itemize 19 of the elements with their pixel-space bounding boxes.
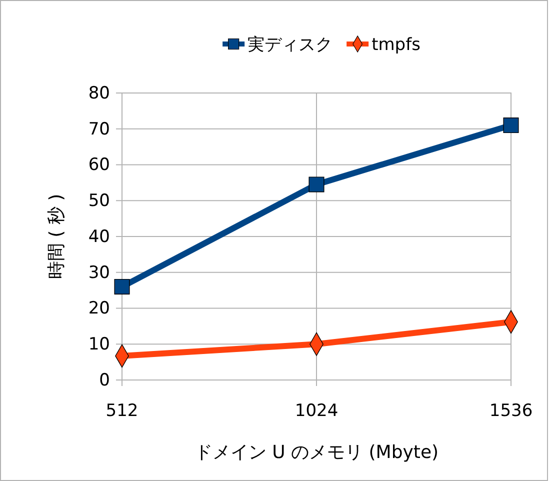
x-tick-label: 1024 (294, 401, 338, 422)
y-tick-label: 0 (99, 370, 110, 390)
legend-label: tmpfs (372, 35, 421, 55)
point (503, 118, 519, 134)
x-tick-label: 512 (106, 401, 138, 422)
point (308, 176, 324, 192)
y-tick-label: 70 (88, 119, 110, 140)
y-tick-label: 30 (88, 262, 110, 283)
x-axis-title: ドメイン U のメモリ (Mbyte) (194, 442, 439, 463)
y-tick-label: 40 (88, 226, 110, 247)
y-tick-label: 60 (88, 155, 110, 176)
y-tick-label: 20 (88, 298, 110, 319)
y-tick-label: 10 (88, 334, 110, 355)
y-axis-title: 時間 ( 秒 ) (46, 194, 67, 280)
legend-label: 実ディスク (248, 35, 333, 55)
y-tick-label: 50 (88, 191, 110, 212)
y-tick-label: 80 (88, 83, 110, 104)
x-tick-label: 1536 (489, 401, 533, 422)
point (114, 278, 130, 294)
